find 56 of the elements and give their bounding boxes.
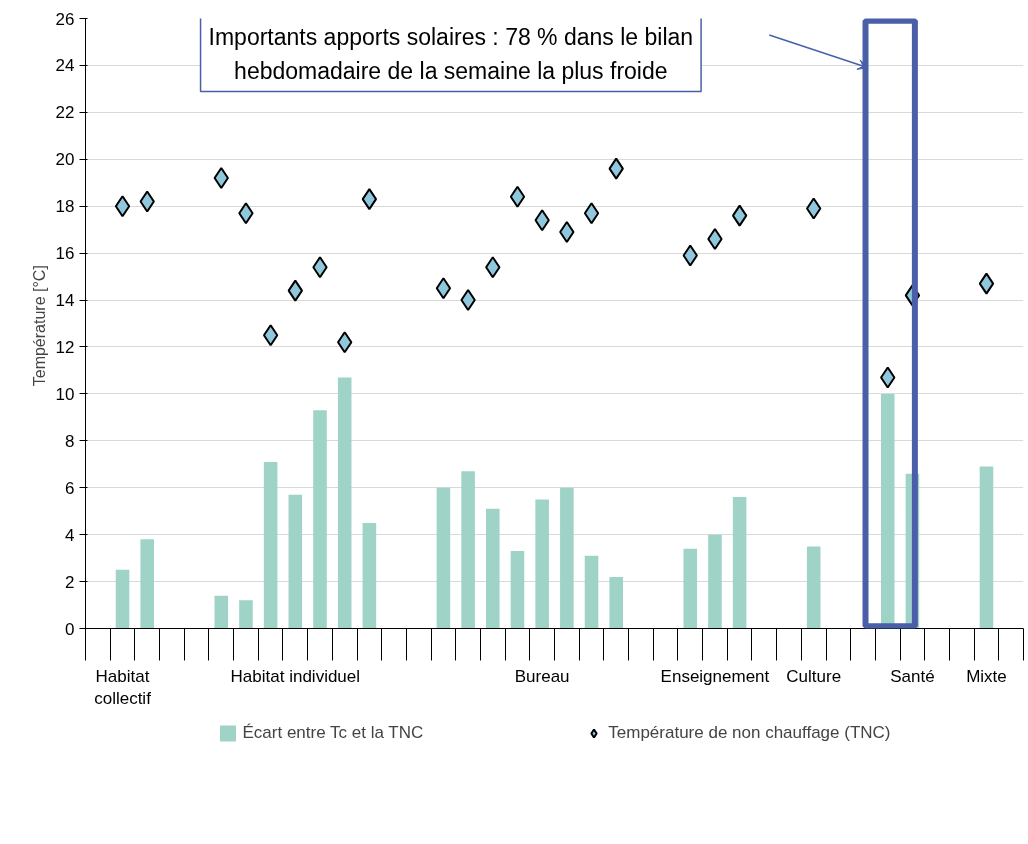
legend-label: Température de non chauffage (TNC) — [608, 723, 891, 743]
x-tick-label: Santé — [890, 666, 935, 686]
x-tick-label: Culture — [786, 666, 842, 686]
y-tick-label: 16 — [55, 244, 75, 264]
point — [262, 324, 279, 347]
point — [559, 221, 575, 243]
point — [978, 272, 995, 295]
bar — [979, 466, 994, 629]
y-tick-label: 0 — [65, 619, 75, 639]
bar — [239, 600, 253, 629]
point — [435, 277, 452, 300]
y-tick-label: 6 — [65, 478, 75, 498]
y-tick-label: 12 — [55, 337, 75, 357]
point — [114, 195, 131, 218]
x-tick-label: Habitat individuel — [230, 666, 361, 686]
y-tick-label: 18 — [55, 197, 75, 217]
point — [361, 188, 378, 211]
x-tick-label: Habitat collectif — [94, 666, 152, 709]
point — [509, 185, 526, 208]
bar — [115, 569, 130, 629]
bar — [584, 555, 599, 629]
bar — [486, 508, 500, 629]
y-tick-label: 20 — [55, 150, 75, 170]
y-tick-label: 14 — [55, 291, 75, 311]
y-tick-label: 2 — [65, 572, 75, 592]
bar — [288, 494, 303, 629]
bar — [140, 539, 154, 629]
x-tick-label: Enseignement — [660, 666, 770, 686]
bar — [708, 534, 722, 629]
bar — [461, 471, 475, 629]
bar — [436, 487, 451, 629]
point — [583, 202, 600, 225]
bar — [806, 546, 821, 629]
bar — [560, 487, 574, 629]
y-tick-label: 26 — [55, 9, 75, 29]
y-tick-label: 24 — [55, 56, 75, 76]
y-tick-label: 10 — [55, 384, 75, 404]
bar — [337, 377, 352, 629]
x-tick-label: Bureau — [514, 666, 570, 686]
point — [731, 204, 748, 227]
bar — [683, 548, 698, 629]
y-tick-label: 22 — [55, 103, 75, 123]
bar — [263, 461, 278, 629]
bar — [510, 551, 525, 629]
y-axis-title: Température [°C] — [30, 265, 48, 387]
annotation: Importants apports solaires : 78 % dans le bilan hebdomadaire de la semaine la plus froide — [208, 23, 694, 84]
bar — [362, 522, 377, 629]
x-tick-label: Mixte — [966, 666, 1007, 686]
bar — [535, 499, 549, 629]
bar — [609, 576, 623, 629]
y-tick-label: 8 — [65, 431, 75, 451]
bar — [732, 497, 747, 629]
y-tick-label: 4 — [65, 525, 75, 545]
bar — [214, 595, 229, 629]
bar — [313, 410, 327, 629]
legend-label: Écart entre Tc et la TNC — [242, 723, 424, 743]
